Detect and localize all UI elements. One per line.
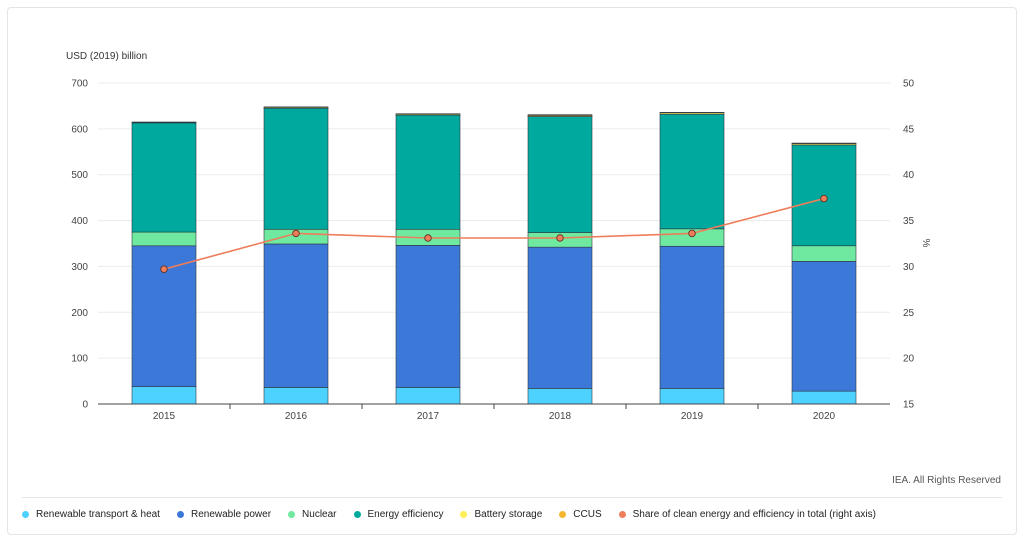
- legend-swatch: [559, 511, 567, 518]
- bar-segment: [659, 245, 725, 389]
- legend-item[interactable]: Share of clean energy and efficiency in …: [618, 509, 876, 520]
- bar-segment: [527, 246, 593, 389]
- bar-segment: [395, 114, 461, 230]
- legend-item[interactable]: Renewable transport & heat: [22, 509, 160, 520]
- y2-axis-label: %: [920, 239, 931, 248]
- x-tick-label: 2017: [417, 411, 440, 422]
- legend-item[interactable]: Renewable power: [176, 509, 272, 520]
- legend-divider: [22, 497, 1002, 498]
- y2-tick-label: 45: [903, 124, 915, 135]
- x-tick-label: 2016: [285, 411, 308, 422]
- x-tick-label: 2020: [813, 411, 836, 422]
- y-tick-label: 300: [71, 262, 88, 273]
- legend-swatch: [618, 511, 626, 518]
- legend-item[interactable]: CCUS: [559, 509, 602, 520]
- y2-tick-label: 35: [903, 216, 915, 227]
- bar-segment: [263, 107, 329, 230]
- legend-label: Share of clean energy and efficiency in …: [632, 509, 876, 520]
- legend-label: Battery storage: [474, 509, 543, 520]
- share-point: [556, 234, 564, 242]
- legend-item[interactable]: Battery storage: [460, 509, 542, 520]
- legend-swatch: [176, 511, 184, 518]
- legend: Renewable transport & heat Renewable powe…: [22, 509, 893, 520]
- bar-segment: [527, 116, 593, 233]
- bar-segment: [527, 388, 593, 405]
- y-tick-label: 600: [71, 124, 88, 135]
- legend-label: Energy efficiency: [367, 509, 444, 520]
- x-tick-label: 2019: [681, 411, 704, 422]
- bar-segment: [527, 114, 593, 116]
- y-tick-label: 100: [71, 354, 88, 365]
- bar-segment: [131, 231, 197, 247]
- y2-tick-label: 15: [903, 400, 915, 411]
- bar-segment: [791, 245, 857, 262]
- legend-swatch: [353, 511, 361, 518]
- bar-segment: [263, 243, 329, 388]
- legend-swatch: [460, 511, 468, 518]
- share-point: [160, 265, 168, 273]
- legend-swatch: [22, 511, 29, 518]
- legend-label: CCUS: [573, 509, 602, 520]
- y-tick-label: 700: [71, 79, 88, 90]
- bar-segment: [263, 387, 329, 405]
- share-line: [163, 197, 825, 270]
- bar-segment: [395, 245, 461, 388]
- y2-tick-label: 20: [903, 354, 915, 365]
- bar-segment: [659, 388, 725, 405]
- y-axis-label: USD (2019) billion: [66, 51, 148, 62]
- bar-segment: [791, 390, 857, 405]
- y2-tick-label: 30: [903, 262, 915, 273]
- bar-segment: [659, 113, 725, 230]
- share-point: [820, 194, 828, 203]
- y2-tick-label: 25: [903, 308, 915, 319]
- bar-segment: [395, 387, 461, 405]
- bar-segment: [131, 122, 197, 233]
- credit-text: IEA. All Rights Reserved: [892, 475, 1001, 486]
- y-tick-label: 500: [71, 170, 88, 181]
- x-tick-label: 2015: [153, 411, 176, 422]
- share-point: [424, 234, 432, 242]
- share-point: [292, 229, 300, 238]
- y2-tick-label: 50: [903, 79, 915, 90]
- share-point: [688, 229, 696, 238]
- legend-label: Renewable power: [190, 509, 272, 520]
- chart-plot: 0 100 200 300 400 500 600 700 15 20 25 30 35 40 45 50% 2…: [71, 79, 931, 423]
- legend-item[interactable]: Energy efficiency: [353, 509, 444, 520]
- y-tick-label: 200: [71, 308, 88, 319]
- legend-label: Nuclear: [302, 509, 337, 520]
- y2-tick-label: 40: [903, 170, 915, 181]
- y-tick-label: 0: [82, 400, 88, 411]
- bar-segment: [131, 386, 197, 405]
- legend-swatch: [288, 511, 296, 518]
- x-tick-label: 2018: [549, 411, 572, 422]
- legend-label: Renewable transport & heat: [36, 509, 160, 520]
- bar-segment: [791, 261, 857, 392]
- legend-item[interactable]: Nuclear: [288, 509, 337, 520]
- y-tick-label: 400: [71, 216, 88, 227]
